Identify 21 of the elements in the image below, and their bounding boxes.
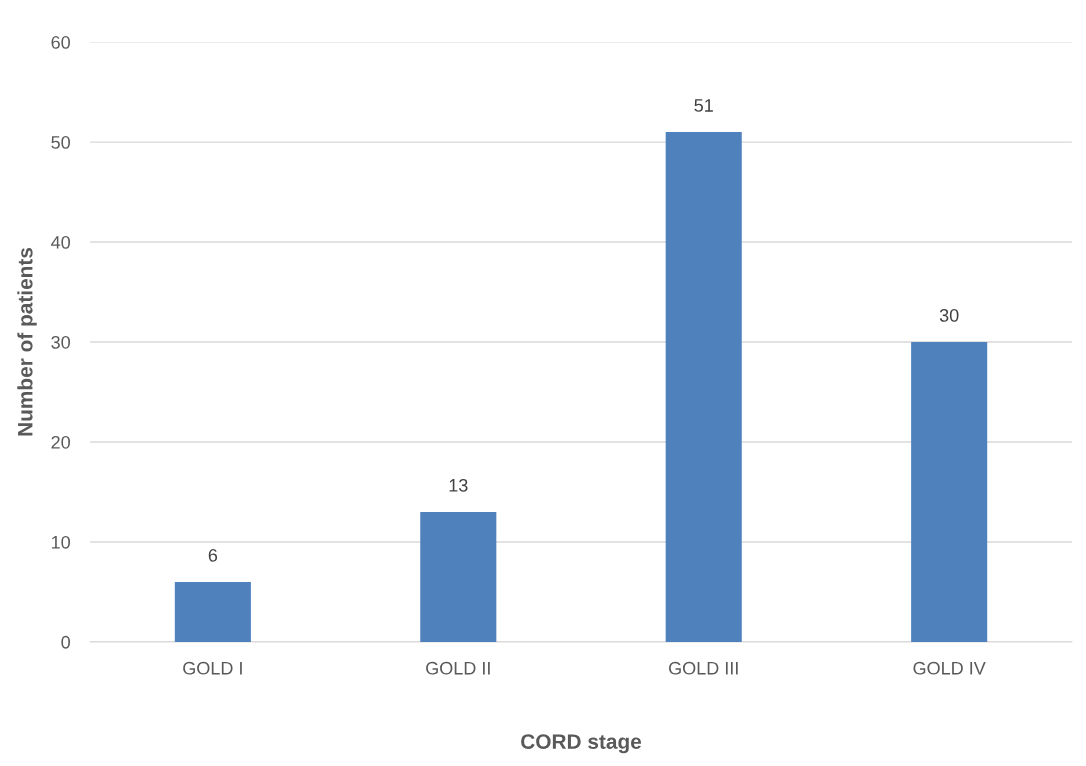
data-label: 6 <box>208 548 218 562</box>
x-tick-label: GOLD II <box>426 661 490 675</box>
y-axis-title: Number of patients <box>17 247 37 436</box>
bar <box>174 581 251 642</box>
data-label: 13 <box>449 478 468 492</box>
bar <box>911 342 988 642</box>
y-tick-label: 10 <box>51 535 70 549</box>
x-tick-label: GOLD IV <box>913 661 986 675</box>
y-tick-label: 50 <box>51 136 70 149</box>
bar <box>420 511 497 642</box>
data-label: 51 <box>694 99 713 112</box>
x-tick-label: GOLD III <box>669 661 738 675</box>
x-tick-label: GOLD I <box>183 661 242 675</box>
y-tick-label: 40 <box>51 235 70 249</box>
data-label: 30 <box>939 309 959 322</box>
y-tick-label: 0 <box>61 635 70 649</box>
x-axis-title: CORD stage <box>521 734 642 754</box>
y-tick-label: 20 <box>51 435 70 449</box>
y-tick-label: 30 <box>51 335 70 349</box>
y-tick-label: 60 <box>51 36 70 49</box>
bar <box>665 132 742 642</box>
